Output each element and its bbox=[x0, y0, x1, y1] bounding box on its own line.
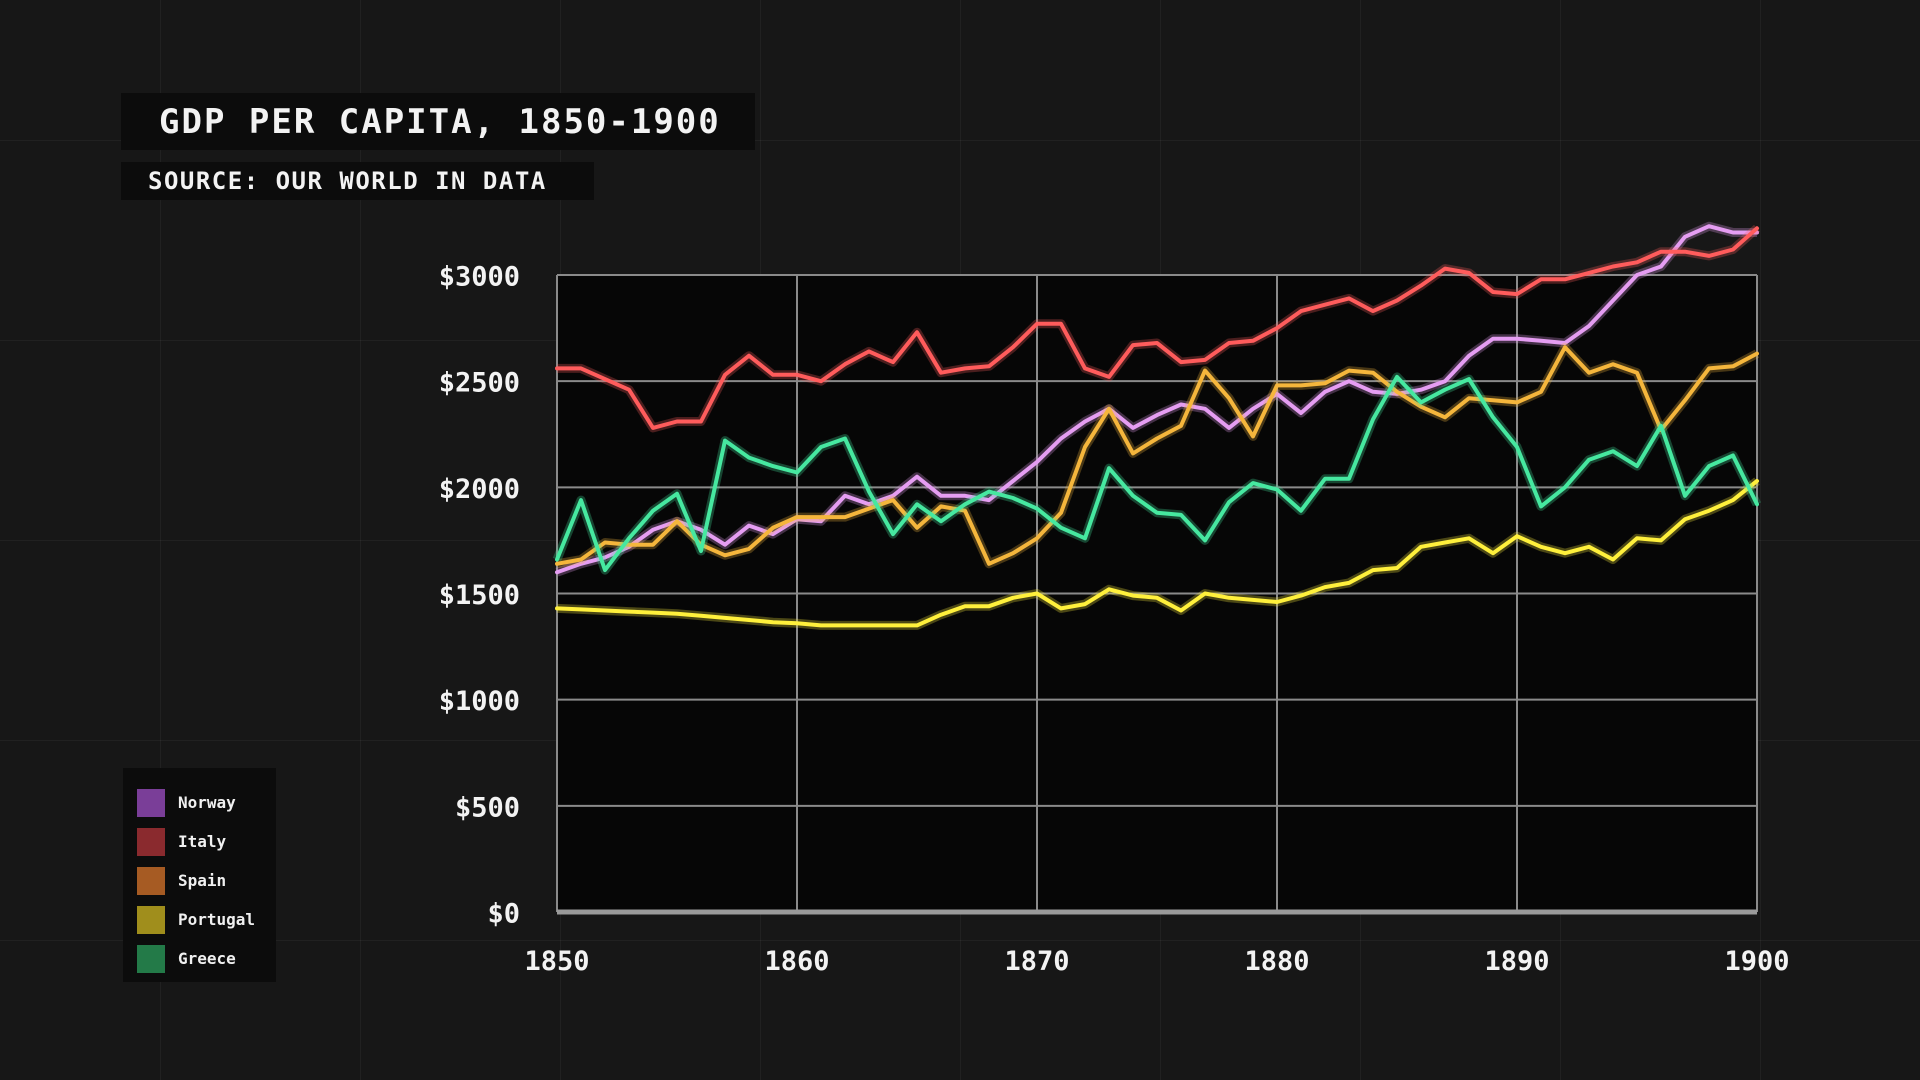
x-tick-label: 1880 bbox=[1244, 946, 1309, 977]
legend-item-greece: Greece bbox=[137, 939, 276, 978]
legend-swatch bbox=[137, 944, 165, 973]
legend-label: Spain bbox=[178, 871, 227, 890]
grid-layer bbox=[556, 274, 1758, 915]
legend-label: Italy bbox=[178, 832, 227, 851]
x-tick-label: 1850 bbox=[524, 946, 589, 977]
legend-swatch bbox=[137, 788, 165, 817]
y-tick-label: $1000 bbox=[439, 686, 520, 717]
legend-item-spain: Spain bbox=[137, 861, 276, 900]
series-line-greece bbox=[555, 374, 1759, 573]
x-tick-label: 1870 bbox=[1004, 946, 1069, 977]
y-tick-label: $2500 bbox=[439, 368, 520, 399]
y-tick-label: $1500 bbox=[439, 580, 520, 611]
series-line-italy bbox=[555, 226, 1759, 430]
legend-label: Norway bbox=[178, 793, 236, 812]
series-line-portugal bbox=[555, 479, 1759, 628]
chart-source-box: SOURCE: OUR WORLD IN DATA bbox=[121, 162, 594, 200]
tick-layer: $0 $500 $1000 $1500 $2000 $2500 $3000 1850 1860 1… bbox=[439, 262, 1790, 977]
legend-label: Greece bbox=[178, 949, 236, 968]
y-tick-label: $2000 bbox=[439, 474, 520, 505]
legend-item-portugal: Portugal bbox=[137, 900, 276, 939]
legend: Norway Italy Spain Portugal Greece bbox=[123, 768, 276, 982]
legend-swatch bbox=[137, 827, 165, 856]
legend-swatch bbox=[137, 905, 165, 934]
series-line-norway bbox=[555, 224, 1759, 575]
x-tick-label: 1890 bbox=[1484, 946, 1549, 977]
x-tick-label: 1860 bbox=[764, 946, 829, 977]
y-tick-label: $500 bbox=[455, 792, 520, 823]
legend-item-norway: Norway bbox=[137, 783, 276, 822]
y-tick-label: $3000 bbox=[439, 262, 520, 293]
chart-title-box: GDP PER CAPITA, 1850-1900 bbox=[121, 93, 755, 150]
legend-label: Portugal bbox=[178, 910, 256, 929]
legend-swatch bbox=[137, 866, 165, 895]
series-layer bbox=[552, 221, 1762, 630]
series-line-spain bbox=[555, 345, 1759, 566]
chart-title: GDP PER CAPITA, 1850-1900 bbox=[159, 101, 721, 142]
legend-item-italy: Italy bbox=[137, 822, 276, 861]
chart-source: SOURCE: OUR WORLD IN DATA bbox=[148, 167, 547, 195]
x-tick-label: 1900 bbox=[1724, 946, 1789, 977]
y-tick-label: $0 bbox=[487, 899, 520, 930]
